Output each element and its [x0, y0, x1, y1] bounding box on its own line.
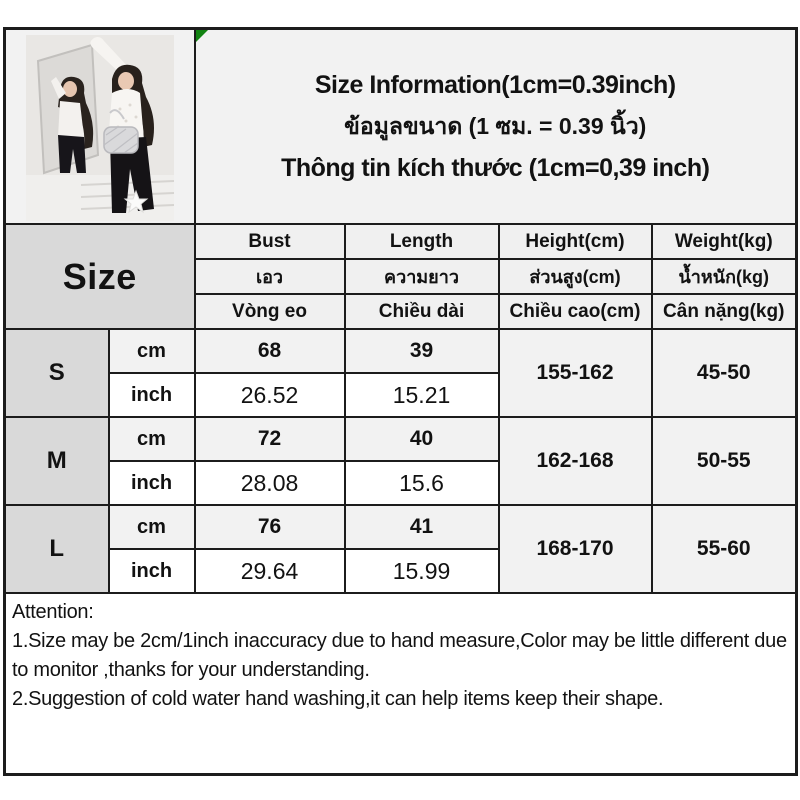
col-header-bust-vi: Vòng eo: [193, 293, 346, 330]
reflection-figure: [50, 76, 93, 173]
unit-label-inch: inch: [107, 460, 196, 506]
product-photo: [25, 34, 174, 221]
size-label-s: S: [3, 328, 110, 418]
col-header-weight-th: น้ำหนัก(kg): [650, 258, 798, 295]
header-row: Size Information(1cm=0.39inch) ข้อมูลขนา…: [3, 27, 798, 225]
col-header-bust-en: Bust: [193, 223, 346, 260]
unit-label-inch: inch: [107, 548, 196, 594]
bust-inch-value-l: 29.64: [193, 548, 346, 594]
col-header-length-th: ความยาว: [343, 258, 500, 295]
col-header-length-en: Length: [343, 223, 500, 260]
col-header-height-vi: Chiều cao(cm): [497, 293, 653, 330]
size-label-l: L: [3, 504, 110, 594]
height-range-s: 155-162: [497, 328, 653, 418]
bust-cm-value-s: 68: [193, 328, 346, 374]
size-corner-label: Size: [3, 223, 196, 330]
unit-label-cm: cm: [107, 416, 196, 462]
col-header-weight-vi: Cân nặng(kg): [650, 293, 798, 330]
size-info-title-vi: Thông tin kích thước (1cm=0,39 inch): [281, 153, 710, 182]
length-inch-value-l: 15.99: [343, 548, 500, 594]
weight-range-s: 45-50: [650, 328, 798, 418]
col-header-height-th: ส่วนสูง(cm): [497, 258, 653, 295]
size-chart-sheet: Size Information(1cm=0.39inch) ข้อมูลขนา…: [3, 27, 798, 776]
size-row-s-inch: inch 26.52 15.21: [5, 372, 797, 418]
unit-label-cm: cm: [107, 504, 196, 550]
height-range-m: 162-168: [497, 416, 653, 506]
length-inch-value-m: 15.6: [343, 460, 500, 506]
length-inch-value-s: 15.21: [343, 372, 500, 418]
size-row-m-cm: M cm 72 40 162-168 50-55: [3, 416, 798, 506]
attention-line-2: 2.Suggestion of cold water hand washing,…: [12, 688, 664, 710]
green-corner-marker-icon: [196, 30, 208, 42]
column-header-row-vi: Vòng eo Chiều dài Chiều cao(cm) Cân nặng…: [5, 293, 798, 330]
unit-label-cm: cm: [107, 328, 196, 374]
weight-range-l: 55-60: [650, 504, 798, 594]
size-row-s-cm: S cm 68 39 155-162 45-50: [3, 328, 798, 418]
size-row-l-cm: L cm 76 41 168-170 55-60: [3, 504, 798, 594]
col-header-weight-en: Weight(kg): [650, 223, 798, 260]
length-cm-value-l: 41: [343, 504, 500, 550]
attention-note: Attention: 1.Size may be 2cm/1inch inacc…: [3, 592, 798, 776]
column-header-row-en: Size Bust Length Height(cm) Weight(kg): [3, 223, 798, 330]
main-figure: [90, 36, 154, 213]
bust-cm-value-l: 76: [193, 504, 346, 550]
bust-inch-value-s: 26.52: [193, 372, 346, 418]
length-cm-value-s: 39: [343, 328, 500, 374]
attention-row: Attention: 1.Size may be 2cm/1inch inacc…: [3, 592, 798, 776]
unit-label-inch: inch: [107, 372, 196, 418]
handbag: [103, 108, 139, 154]
size-table: Size Information(1cm=0.39inch) ข้อมูลขนา…: [3, 27, 798, 776]
size-info-title-th: ข้อมูลขนาด (1 ซม. = 0.39 นิ้ว): [344, 112, 647, 139]
col-header-length-vi: Chiều dài: [343, 293, 500, 330]
size-row-m-inch: inch 28.08 15.6: [5, 460, 797, 506]
attention-line-1: 1.Size may be 2cm/1inch inaccuracy due t…: [12, 630, 787, 681]
weight-range-m: 50-55: [650, 416, 798, 506]
product-photo-cell: [3, 27, 196, 225]
length-cm-value-m: 40: [343, 416, 500, 462]
bust-inch-value-m: 28.08: [193, 460, 346, 506]
height-range-l: 168-170: [497, 504, 653, 594]
col-header-height-en: Height(cm): [497, 223, 653, 260]
product-photo-illustration: [25, 34, 174, 221]
column-header-row-th: เอว ความยาว ส่วนสูง(cm) น้ำหนัก(kg): [5, 258, 798, 295]
attention-heading: Attention:: [12, 601, 94, 623]
col-header-bust-th: เอว: [193, 258, 346, 295]
size-info-title-en: Size Information(1cm=0.39inch): [314, 70, 676, 99]
size-label-m: M: [3, 416, 110, 506]
title-cell: Size Information(1cm=0.39inch) ข้อมูลขนา…: [193, 27, 798, 225]
size-row-l-inch: inch 29.64 15.99: [5, 548, 797, 594]
bust-cm-value-m: 72: [193, 416, 346, 462]
